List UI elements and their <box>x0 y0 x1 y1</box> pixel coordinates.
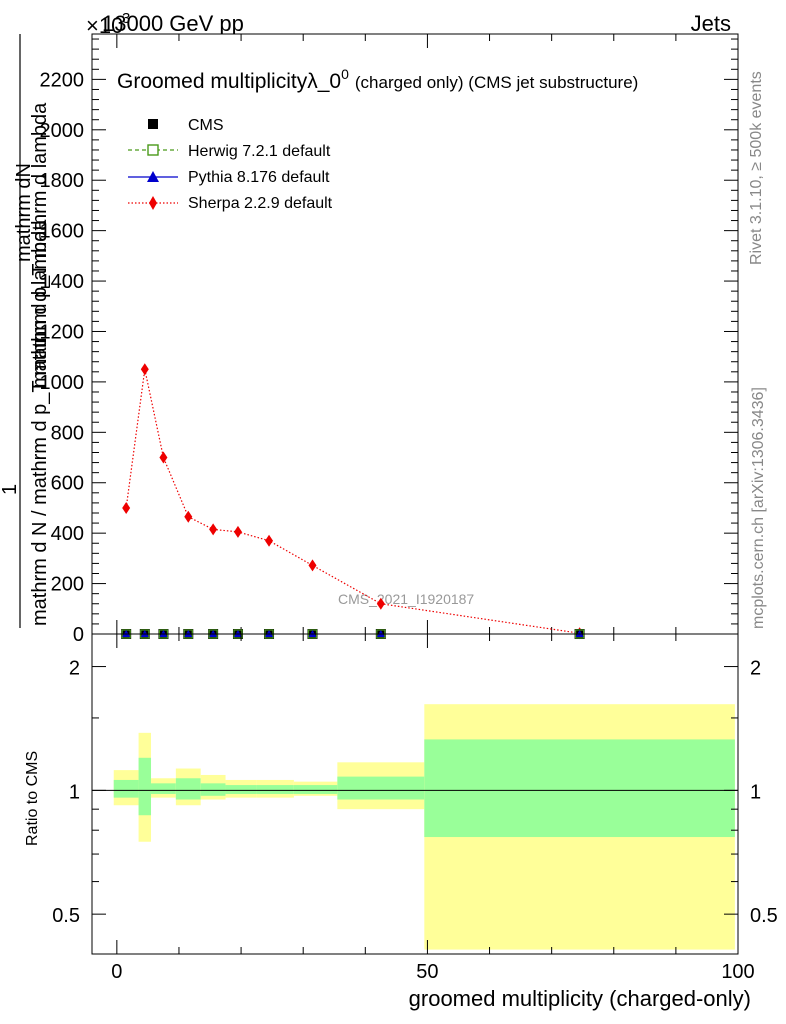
y-tick-label: 0 <box>73 624 84 646</box>
main-plot: 0 200 400 600 800 1000 1200 1400 1600 1800 2000 220… <box>0 33 739 646</box>
legend-sherpa-label: Sherpa 2.2.9 default <box>188 195 333 212</box>
ratio-y-tick-label-right: 1 <box>750 781 761 803</box>
ratio-y-tick-label-right: 2 <box>750 658 761 680</box>
ratio-band-inner <box>256 785 294 794</box>
y-tick-label: 1400 <box>40 271 85 293</box>
y-tick-label: 600 <box>51 473 84 495</box>
legend-herwig: Herwig 7.2.1 default <box>128 143 331 160</box>
legend-cms: CMS <box>148 117 224 134</box>
y-label-one: 1 <box>0 484 21 495</box>
y-axis-label: mathrm dN mathrm d p_T mathrm d lambda 1… <box>0 34 51 628</box>
sherpa-point <box>308 559 317 572</box>
header-right: Jets <box>691 11 731 36</box>
y-tick-label: 800 <box>51 422 84 444</box>
sherpa-point <box>122 501 131 514</box>
x-axis-label: groomed multiplicity (charged-only) <box>409 986 751 1011</box>
legend-pythia: Pythia 8.176 default <box>128 169 330 186</box>
x-tick-label: 50 <box>416 961 438 983</box>
legend-herwig-label: Herwig 7.2.1 default <box>188 143 331 160</box>
sherpa-point <box>376 597 385 610</box>
y-tick-label: 400 <box>51 523 84 545</box>
y-label-mid: mathrm d p_T mathrm d lambda <box>29 102 51 388</box>
legend: CMS Herwig 7.2.1 default Pythia 8.176 de… <box>128 117 333 212</box>
plot-title-rest: (charged only) (CMS jet substructure) <box>355 73 638 92</box>
legend-sherpa: Sherpa 2.2.9 default <box>128 195 333 212</box>
header-left: 13000 GeV pp <box>102 11 244 36</box>
exponent-power: 3 <box>122 10 130 27</box>
mcplots-label: mcplots.cern.ch [arXiv:1306.3436] <box>750 387 767 629</box>
ratio-y-tick-label: 0.5 <box>52 905 80 927</box>
y-tick-label: 1800 <box>40 170 85 192</box>
ratio-y-tick-label: 2 <box>69 658 80 680</box>
ratio-band-inner <box>200 783 226 796</box>
legend-pythia-label: Pythia 8.176 default <box>188 169 330 186</box>
ratio-y-label: Ratio to CMS <box>24 751 41 846</box>
x-tick-label: 0 <box>111 961 122 983</box>
y-tick-label: 1600 <box>40 221 85 243</box>
ratio-plot: 0.5 0.5 1 1 2 2 0 50 100 Ratio to CMS groomed mu… <box>24 633 778 1011</box>
ratio-band-inner <box>225 785 257 794</box>
watermark: CMS_2021_I1920187 <box>338 591 474 607</box>
x-tick-label: 100 <box>721 961 754 983</box>
sherpa-point <box>233 525 242 538</box>
ratio-y-tick-label-right: 0.5 <box>750 905 778 927</box>
ratio-band-inner <box>337 776 425 800</box>
y-label-top: mathrm dN <box>13 163 35 262</box>
y-label-bottom: mathrm d N / mathrm d p_T mathrm d lambd… <box>29 219 51 626</box>
legend-cms-label: CMS <box>188 117 224 134</box>
y-tick-label: 2000 <box>40 120 85 142</box>
sherpa-point <box>140 363 149 376</box>
rivet-label: Rivet 3.1.10, ≥ 500k events <box>748 71 765 265</box>
ratio-band-inner <box>293 785 338 794</box>
sherpa-point <box>265 534 274 547</box>
sherpa-point <box>159 451 168 464</box>
plot-title-main: Groomed multiplicityλ_0 <box>117 70 341 93</box>
ratio-y-tick-label: 1 <box>69 781 80 803</box>
y-tick-label: 1200 <box>40 321 85 343</box>
sherpa-point <box>209 523 218 536</box>
y-tick-label: 200 <box>51 574 84 596</box>
y-tick-label: 1000 <box>40 372 85 394</box>
y-tick-label: 2200 <box>40 69 85 91</box>
plot-title-sup: 0 <box>341 66 349 82</box>
ratio-band-inner <box>175 778 201 800</box>
plot-title: Groomed multiplicityλ_00 (charged only) (… <box>117 66 638 93</box>
sherpa-point <box>184 510 193 523</box>
ratio-band-inner <box>138 757 152 816</box>
ratio-band-inner <box>113 779 139 798</box>
ratio-band-inner <box>151 783 176 794</box>
ratio-band-inner <box>424 739 735 838</box>
